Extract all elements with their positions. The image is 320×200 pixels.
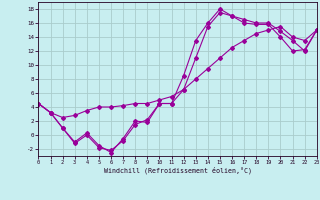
X-axis label: Windchill (Refroidissement éolien,°C): Windchill (Refroidissement éolien,°C) <box>104 167 252 174</box>
